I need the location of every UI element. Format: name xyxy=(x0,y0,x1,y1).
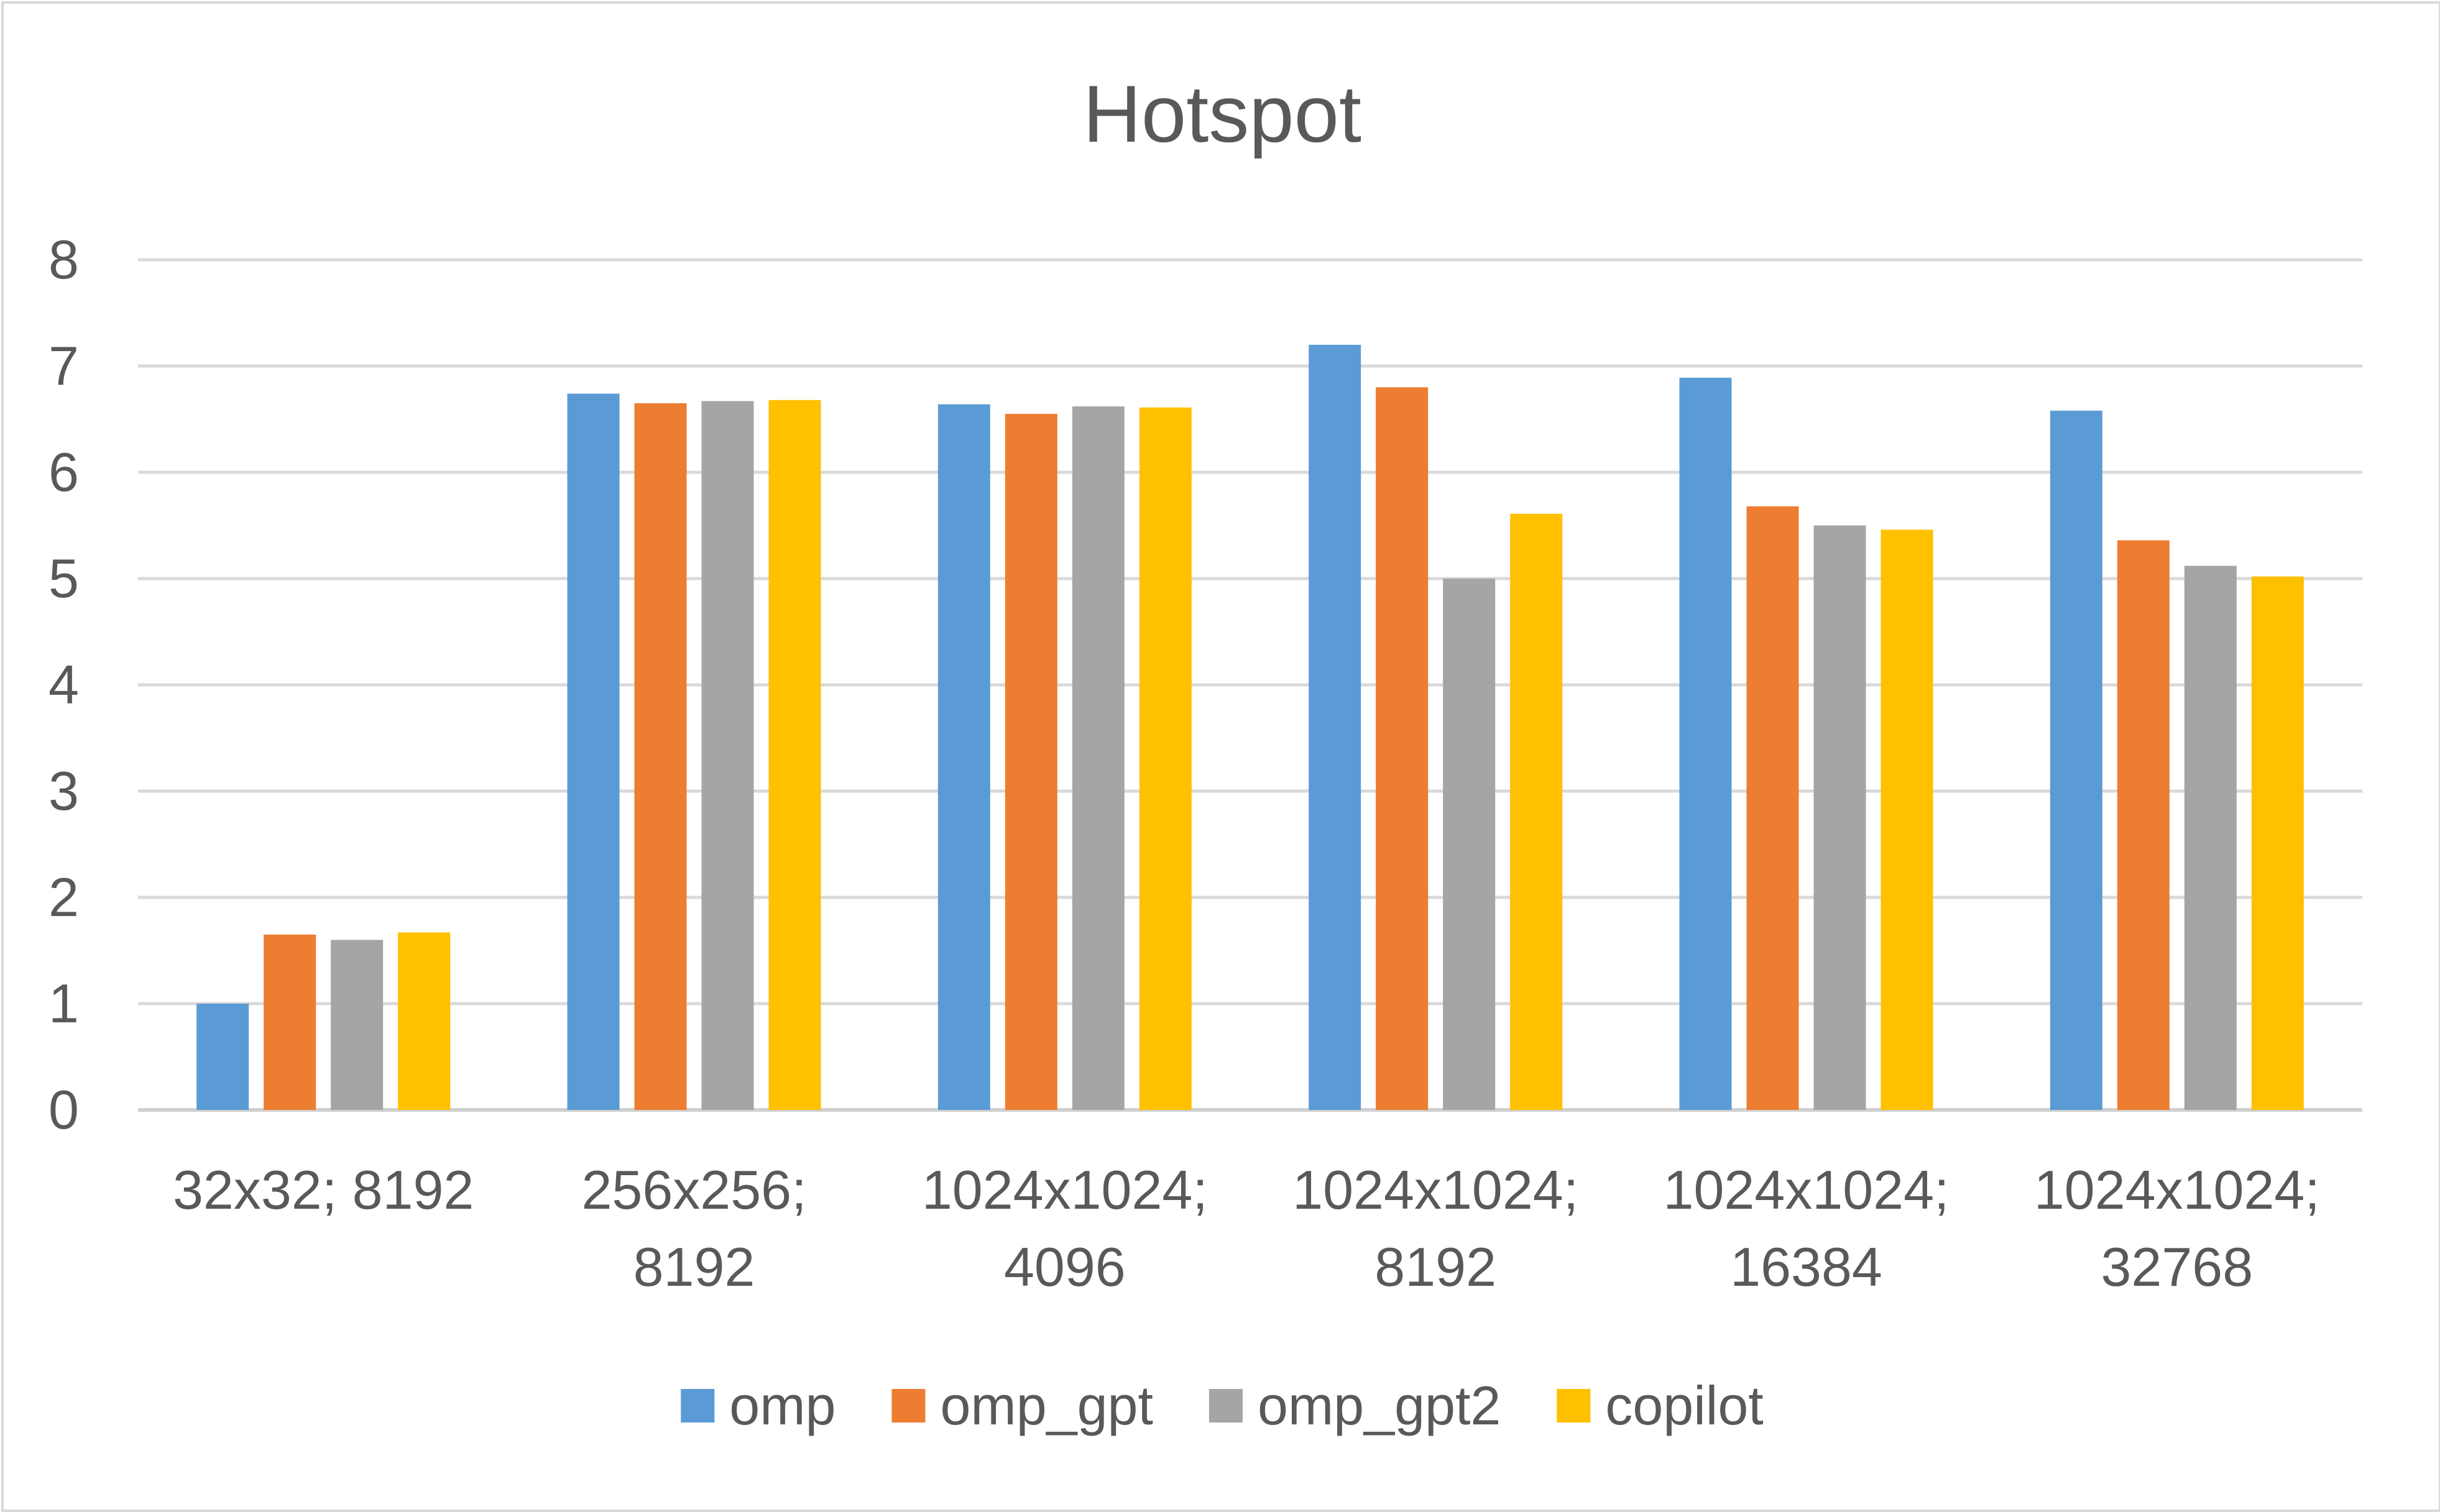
legend-label: omp xyxy=(729,1375,836,1436)
bar-omp xyxy=(937,404,990,1110)
legend-label: omp_gpt xyxy=(940,1375,1153,1436)
legend: omp omp_gpt omp_gpt2 copilot xyxy=(681,1375,1764,1436)
legend-item-omp: omp xyxy=(681,1375,836,1436)
y-tick-label: 2 xyxy=(48,866,79,928)
x-category-label: 16384 xyxy=(1730,1236,1882,1298)
y-tick-label: 7 xyxy=(48,335,79,396)
x-category-label: 1024x1024; xyxy=(922,1159,1208,1221)
bar-omp_gpt2 xyxy=(1813,525,1866,1110)
y-tick-label: 3 xyxy=(48,760,79,822)
x-category-label: 8192 xyxy=(633,1236,755,1298)
bar-omp_gpt2 xyxy=(1443,579,1496,1110)
bar-omp xyxy=(196,1004,249,1110)
bar-omp_gpt xyxy=(264,934,316,1110)
bar-copilot xyxy=(1510,513,1563,1110)
bar-omp xyxy=(1309,344,1361,1110)
bar-omp_gpt xyxy=(1376,387,1429,1111)
bar-copilot xyxy=(398,932,451,1110)
x-category-label: 8192 xyxy=(1374,1236,1496,1298)
y-tick-label: 8 xyxy=(48,229,79,290)
y-tick-label: 4 xyxy=(48,654,79,715)
y-axis-tick-labels: 0 1 2 3 4 5 6 7 8 xyxy=(48,229,79,1140)
bars xyxy=(196,344,2304,1111)
legend-item-omp_gpt: omp_gpt xyxy=(891,1375,1153,1436)
x-axis-category-labels: 32x32; 8192 256x256; 8192 1024x1024; 4096 102… xyxy=(173,1159,2320,1298)
bar-omp_gpt xyxy=(634,403,687,1110)
x-category-label: 32768 xyxy=(2101,1236,2253,1298)
x-category-label: 1024x1024; xyxy=(1664,1159,1950,1221)
bar-copilot xyxy=(2251,576,2304,1110)
y-tick-label: 0 xyxy=(48,1079,79,1140)
bar-omp xyxy=(1679,377,1732,1110)
x-category-label: 1024x1024; xyxy=(1292,1159,1578,1221)
bar-omp xyxy=(567,393,620,1111)
y-tick-label: 5 xyxy=(48,548,79,609)
chart-title: Hotspot xyxy=(1083,68,1361,159)
bar-omp_gpt2 xyxy=(331,940,384,1110)
y-tick-label: 6 xyxy=(48,441,79,503)
bar-copilot xyxy=(1139,407,1192,1111)
legend-label: copilot xyxy=(1605,1375,1763,1436)
bar-omp_gpt2 xyxy=(1072,406,1125,1110)
bar-omp_gpt xyxy=(1746,506,1799,1110)
y-tick-label: 1 xyxy=(48,973,79,1034)
legend-item-copilot: copilot xyxy=(1557,1375,1764,1436)
legend-item-omp_gpt2: omp_gpt2 xyxy=(1208,1375,1501,1436)
x-category-label: 256x256; xyxy=(581,1159,806,1221)
gridlines xyxy=(138,258,2362,1112)
legend-swatch xyxy=(891,1389,926,1423)
x-category-label: 1024x1024; xyxy=(2034,1159,2320,1221)
bar-omp xyxy=(2050,410,2102,1110)
bar-omp_gpt xyxy=(1005,413,1057,1111)
bar-copilot xyxy=(1881,529,1933,1110)
bar-omp_gpt2 xyxy=(701,401,754,1111)
x-category-label: 4096 xyxy=(1004,1236,1126,1298)
x-category-label: 32x32; 8192 xyxy=(173,1159,474,1221)
legend-swatch xyxy=(1557,1389,1591,1423)
legend-swatch xyxy=(1208,1389,1243,1423)
legend-swatch xyxy=(681,1389,715,1423)
bar-omp_gpt xyxy=(2117,540,2170,1110)
legend-label: omp_gpt2 xyxy=(1258,1375,1501,1436)
bar-copilot xyxy=(768,400,821,1110)
bar-omp_gpt2 xyxy=(2184,566,2237,1110)
